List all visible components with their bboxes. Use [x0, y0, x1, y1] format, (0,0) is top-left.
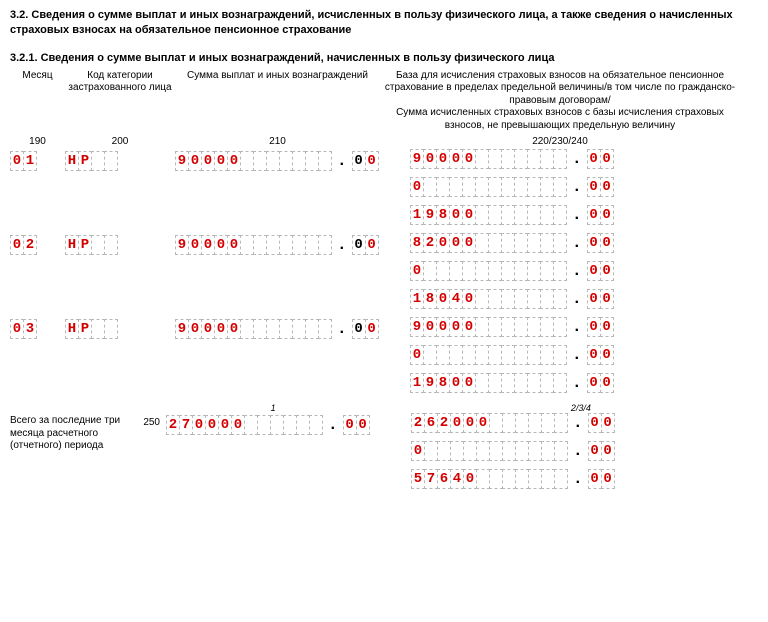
header-base: База для исчисления страховых взносов на…: [380, 70, 740, 133]
base-field: 82000.00: [380, 233, 740, 253]
totals-base-field: 57640.00: [381, 469, 741, 489]
code-220: 220/230/240: [380, 136, 740, 147]
totals-base-field: 262000.00: [381, 413, 741, 433]
section-3-2-title: 3.2. Сведения о сумме выплат и иных возн…: [10, 8, 758, 38]
insured-code-field: НР: [65, 317, 175, 339]
data-row: 01НР90000.0090000.000.0019800.00: [10, 149, 758, 225]
payments-sum-field: 90000.00: [175, 317, 380, 339]
superscript-row: 1 2/3/4: [10, 403, 758, 413]
code-200: 200: [65, 136, 175, 147]
code-190: 190: [10, 136, 65, 147]
month-field: 02: [10, 233, 65, 255]
base-field: 90000.00: [380, 317, 740, 337]
payments-sum-field: 90000.00: [175, 233, 380, 255]
insured-code-field: НР: [65, 233, 175, 255]
section-3-2-1-title: 3.2.1. Сведения о сумме выплат и иных во…: [10, 52, 758, 64]
insured-code-field: НР: [65, 149, 175, 171]
base-field: 0.00: [380, 261, 740, 281]
header-sum: Сумма выплат и иных вознаграждений: [175, 70, 380, 83]
base-field: 0.00: [380, 177, 740, 197]
code-210: 210: [175, 136, 380, 147]
base-field: 0.00: [380, 345, 740, 365]
totals-row: Всего за последние три месяца расчетного…: [10, 413, 758, 489]
base-stack: 90000.00 0.00 19800.00: [380, 149, 740, 225]
base-field: 19800.00: [380, 205, 740, 225]
totals-sum-field: 270000.00: [166, 415, 370, 435]
base-field: 19800.00: [380, 373, 740, 393]
data-row: 02НР90000.0082000.00 0.00 18040.00: [10, 233, 758, 309]
base-stack: 82000.00 0.00 18040.00: [380, 233, 740, 309]
sup-1: 1: [172, 403, 374, 413]
sup-234: 2/3/4: [374, 403, 758, 413]
payments-sum-field: 90000.00: [175, 149, 380, 171]
base-field: 90000.00: [380, 149, 740, 169]
totals-base-stack: 262000.00 0.00 57640.00: [381, 413, 741, 489]
data-row: 03НР90000.0090000.000.0019800.00: [10, 317, 758, 393]
data-rows: 01НР90000.0090000.000.0019800.0002НР9000…: [10, 149, 758, 393]
form-section-3-2: { "headings": { "h1": "3.2. Сведения о с…: [0, 0, 768, 517]
column-headers: Месяц Код категории застрахованного лица…: [10, 70, 758, 133]
base-stack: 90000.00 0.00 19800.00: [380, 317, 740, 393]
month-field: 01: [10, 149, 65, 171]
totals-code-250: 250: [130, 413, 166, 428]
field-codes-row: 190 200 210 220/230/240: [10, 136, 758, 147]
header-code: Код категории застрахованного лица: [65, 70, 175, 95]
totals-base-field: 0.00: [381, 441, 741, 461]
totals-label: Всего за последние три месяца расчетного…: [10, 413, 130, 453]
header-month: Месяц: [10, 70, 65, 83]
base-field: 18040.00: [380, 289, 740, 309]
month-field: 03: [10, 317, 65, 339]
